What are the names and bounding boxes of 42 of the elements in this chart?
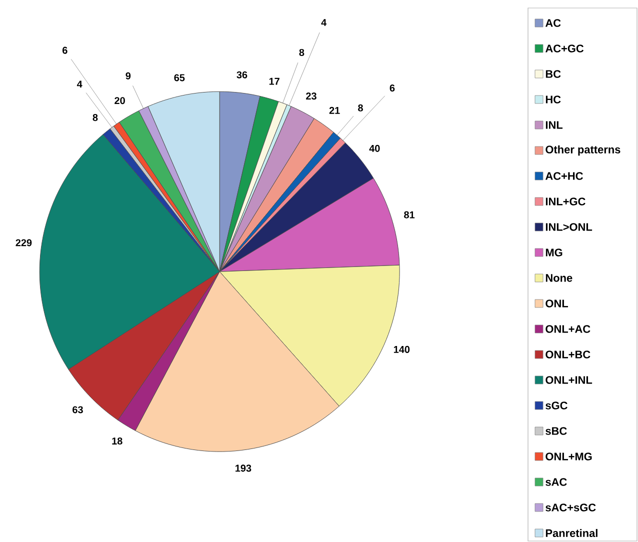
data-label: 140 bbox=[394, 346, 410, 353]
data-label: 8 bbox=[92, 114, 98, 122]
legend-label: sAC bbox=[546, 478, 567, 486]
legend-label: ONL+BC bbox=[546, 350, 590, 358]
legend-label: INL bbox=[546, 121, 563, 129]
legend-label: INL>ONL bbox=[546, 223, 592, 231]
legend-label: INL+GC bbox=[546, 198, 586, 206]
legend-label: ONL+INL bbox=[546, 376, 592, 384]
data-label: 18 bbox=[112, 437, 122, 445]
data-label: 63 bbox=[72, 406, 83, 414]
data-label: 20 bbox=[114, 97, 125, 104]
legend-label: BC bbox=[546, 70, 561, 78]
data-label: 36 bbox=[236, 71, 248, 78]
data-label: 4 bbox=[76, 80, 82, 88]
data-label: 8 bbox=[299, 48, 304, 56]
data-label: 23 bbox=[306, 92, 316, 100]
legend-label: Other patterns bbox=[546, 145, 620, 156]
data-label: 40 bbox=[369, 144, 380, 152]
legend-label: MG bbox=[546, 248, 562, 256]
data-label: 81 bbox=[404, 211, 415, 218]
legend-label: ONL+AC bbox=[546, 325, 590, 333]
data-label: 4 bbox=[321, 19, 327, 26]
data-label: 21 bbox=[329, 106, 340, 114]
data-label: 6 bbox=[390, 84, 395, 92]
legend-label: Panretinal bbox=[546, 528, 598, 538]
legend-label: ONL+MG bbox=[546, 452, 592, 460]
legend-label: AC+HC bbox=[545, 172, 583, 180]
legend-label: AC+GC bbox=[545, 44, 584, 52]
data-label: 6 bbox=[62, 46, 68, 54]
data-label: 65 bbox=[174, 74, 185, 82]
legend-label: ONL bbox=[546, 300, 568, 308]
legend-label: HC bbox=[546, 96, 561, 104]
legend-label: sBC bbox=[546, 427, 567, 435]
legend-label: sGC bbox=[546, 402, 568, 410]
data-label: 8 bbox=[358, 104, 363, 112]
data-label: 9 bbox=[126, 72, 131, 80]
legend-label: AC bbox=[545, 19, 561, 27]
data-label: 229 bbox=[16, 239, 32, 246]
legend-label: sAC+sGC bbox=[546, 504, 596, 512]
data-label: 17 bbox=[269, 78, 280, 85]
data-label: 193 bbox=[236, 464, 252, 472]
legend-label: None bbox=[546, 274, 572, 282]
